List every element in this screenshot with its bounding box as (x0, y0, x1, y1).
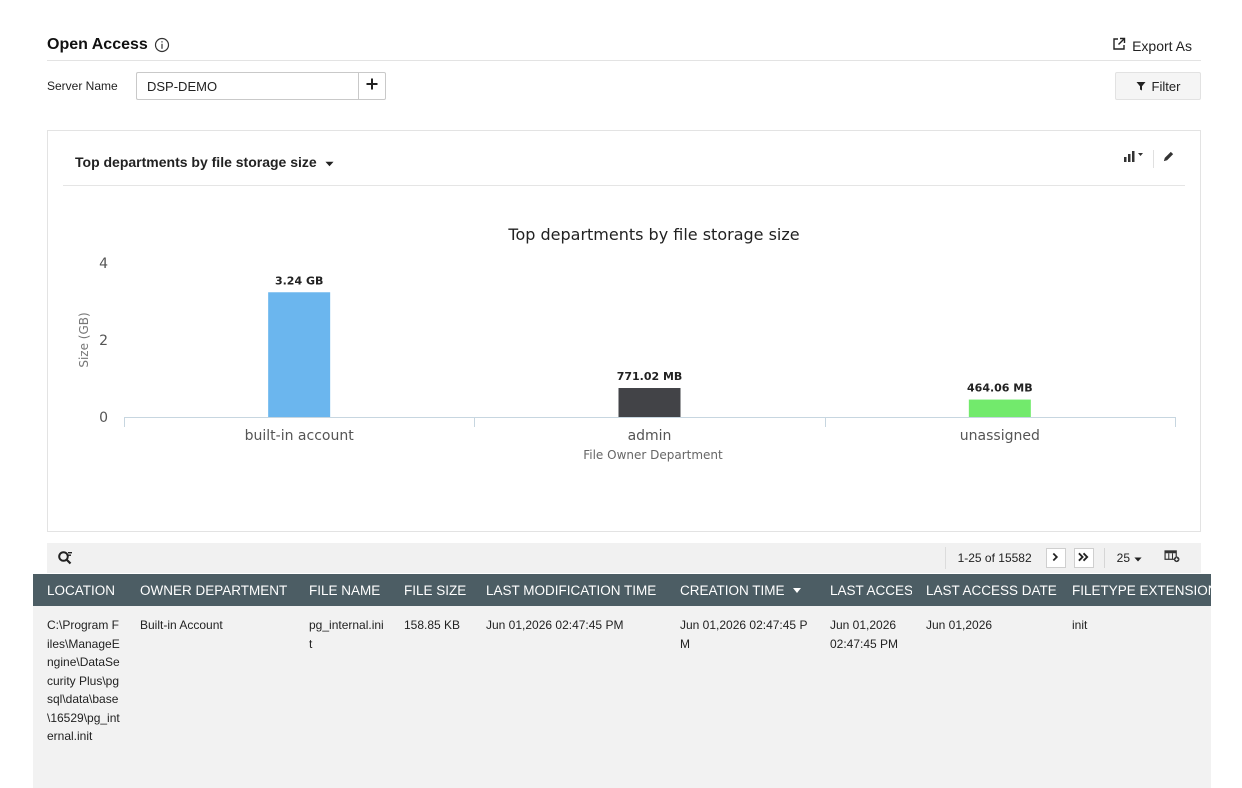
column-header-owner-department[interactable]: OWNER DEPARTMENT (126, 574, 295, 606)
double-chevron-right-icon (1078, 551, 1089, 565)
page-title: Open Access (47, 36, 148, 53)
chart-type-button[interactable] (1123, 149, 1145, 168)
bar-chart: Top departments by file storage size Siz… (77, 225, 1176, 462)
column-header-filetype-extension[interactable]: FILETYPE EXTENSION (1058, 574, 1211, 606)
last-page-button[interactable] (1073, 548, 1094, 568)
cell-last-access: Jun 01,2026 02:47:45 PM (816, 606, 912, 788)
creation-time-label: CREATION TIME (680, 582, 785, 598)
edit-chart-button[interactable] (1162, 150, 1175, 168)
chart-card: Top departments by file storage size Top… (47, 130, 1201, 532)
x-tick-label: admin (628, 428, 672, 444)
next-page-button[interactable] (1045, 548, 1066, 568)
bar-built-in-account[interactable] (268, 292, 331, 417)
column-header-location[interactable]: LOCATION (33, 574, 126, 606)
rows-per-page-value: 25 (1116, 551, 1130, 565)
caret-down-icon (1134, 551, 1142, 565)
y-tick-label: 2 (99, 333, 108, 349)
grid-toolbar: 1-25 of 15582 25 (47, 543, 1201, 573)
column-header-last-access[interactable]: LAST ACCESS (816, 574, 912, 606)
filter-icon (1136, 79, 1146, 94)
cell-owner-department: Built-in Account (126, 606, 295, 788)
export-icon (1112, 37, 1126, 54)
page-header: Open Access Export As (47, 36, 1201, 61)
pencil-icon (1162, 150, 1175, 168)
pager-separator (1103, 548, 1105, 568)
page-range: 1-25 of 15582 (944, 547, 1038, 569)
y-axis-label: Size (GB) (77, 312, 91, 367)
column-header-creation-time[interactable]: CREATION TIME (666, 574, 816, 606)
chevron-right-icon (1052, 551, 1059, 565)
column-header-last-access-date[interactable]: LAST ACCESS DATE (912, 574, 1058, 606)
data-label: 464.06 MB (967, 382, 1033, 395)
bar-admin[interactable] (618, 388, 681, 417)
report-selector-dropdown[interactable]: Top departments by file storage size (75, 154, 334, 170)
chart-tools (1123, 149, 1175, 168)
cell-location: C:\Program Files\ManageEngine\DataSecuri… (33, 606, 126, 788)
x-tick-label: unassigned (960, 428, 1040, 444)
table-row[interactable]: C:\Program Files\ManageEngine\DataSecuri… (33, 606, 1211, 788)
bar-chart-icon (1123, 149, 1145, 168)
bar-unassigned[interactable] (968, 399, 1031, 417)
caret-down-icon (325, 154, 334, 170)
cell-file-name: pg_internal.init (295, 606, 390, 788)
chart-card-header: Top departments by file storage size (63, 131, 1185, 186)
tool-separator (1153, 149, 1154, 168)
rows-per-page-select[interactable]: 25 (1113, 551, 1156, 565)
column-chooser-button[interactable] (1164, 550, 1181, 566)
column-header-file-size[interactable]: FILE SIZE (390, 574, 472, 606)
y-tick-label: 0 (99, 410, 108, 426)
plus-icon (366, 77, 378, 95)
add-server-button[interactable] (358, 72, 386, 100)
export-as-label: Export As (1132, 37, 1192, 54)
cell-last-access-date: Jun 01,2026 (912, 606, 1058, 788)
server-name-label: Server Name (47, 79, 118, 93)
cell-creation-time: Jun 01,2026 02:47:45 PM (666, 606, 816, 788)
file-table: LOCATION OWNER DEPARTMENT FILE NAME FILE… (33, 574, 1211, 788)
export-as-button[interactable]: Export As (1112, 37, 1192, 54)
table-settings-icon (1164, 550, 1181, 566)
column-header-last-modification-time[interactable]: LAST MODIFICATION TIME (472, 574, 666, 606)
column-header-file-name[interactable]: FILE NAME (295, 574, 390, 606)
data-label: 771.02 MB (617, 370, 683, 383)
search-icon[interactable] (57, 550, 73, 566)
server-name-input[interactable] (136, 72, 358, 100)
y-tick-label: 4 (99, 256, 108, 272)
cell-file-size: 158.85 KB (390, 606, 472, 788)
filter-label: Filter (1151, 78, 1181, 94)
x-tick-label: built-in account (245, 428, 355, 444)
server-row: Server Name Filter (47, 72, 1201, 100)
pagination: 1-25 of 15582 25 (944, 547, 1181, 569)
chart-title: Top departments by file storage size (507, 225, 799, 244)
info-icon[interactable] (154, 37, 170, 53)
cell-last-modification-time: Jun 01,2026 02:47:45 PM (472, 606, 666, 788)
data-label: 3.24 GB (275, 274, 323, 287)
cell-filetype-extension: init (1058, 606, 1211, 788)
sort-desc-icon (792, 588, 801, 594)
table-header-row: LOCATION OWNER DEPARTMENT FILE NAME FILE… (33, 574, 1211, 606)
report-title: Top departments by file storage size (75, 154, 317, 170)
filter-button[interactable]: Filter (1115, 72, 1201, 100)
x-axis-label: File Owner Department (583, 448, 723, 462)
